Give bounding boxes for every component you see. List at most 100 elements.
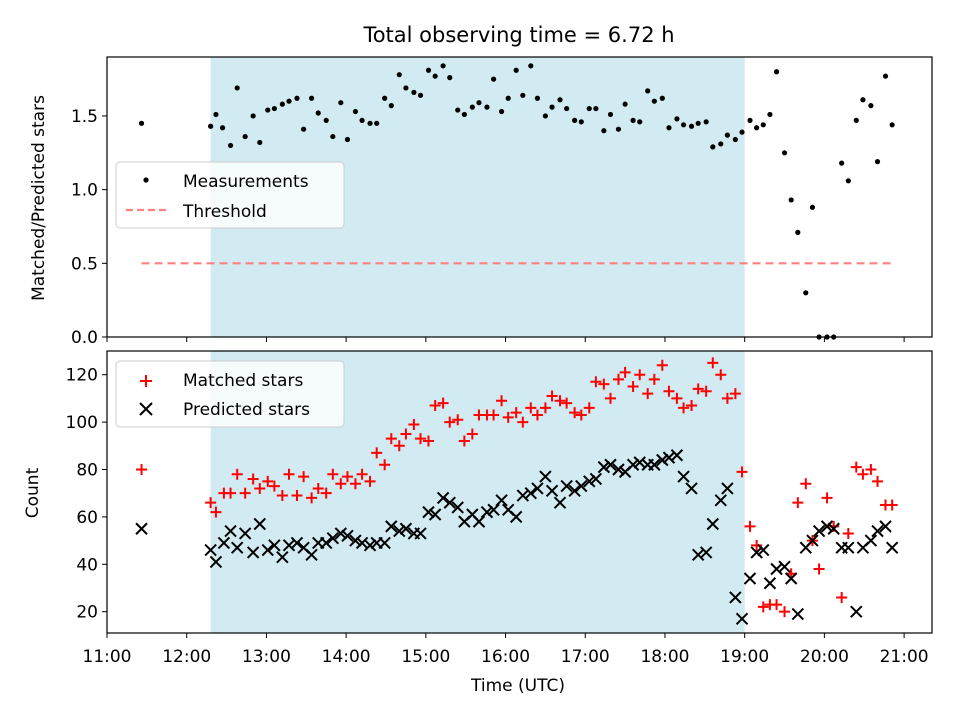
matched-star-point: [751, 539, 763, 551]
measurement-point: [607, 111, 614, 118]
predicted-star-point: [612, 463, 625, 476]
measurement-point: [874, 159, 881, 165]
predicted-star-point: [871, 524, 884, 538]
predicted-star-point: [385, 520, 398, 533]
measurement-point: [666, 125, 672, 131]
predicted-star-point: [750, 546, 763, 559]
bottom-x-tick-label: 16:00: [481, 647, 530, 667]
matched-star-point: [262, 475, 274, 487]
predicted-star-point: [451, 501, 464, 514]
predicted-star-point: [341, 529, 354, 543]
measurement-point: [271, 105, 277, 112]
measurement-point: [330, 133, 336, 140]
matched-star-point: [642, 388, 654, 400]
measurement-point: [760, 122, 766, 128]
matched-star-point: [634, 369, 646, 381]
top-y-tick-label: 1.5: [71, 107, 98, 127]
predicted-stars-points: [135, 449, 899, 625]
predicted-star-point: [885, 541, 899, 554]
measurement-point: [469, 104, 475, 110]
measurement-point: [308, 95, 315, 101]
matched-star-point: [320, 487, 332, 499]
measurement-point: [564, 105, 570, 112]
measurement-point: [352, 108, 359, 115]
predicted-star-point: [842, 541, 855, 554]
measurement-point: [803, 290, 809, 296]
measurement-point: [265, 107, 271, 113]
predicted-star-point: [784, 572, 798, 585]
matched-star-point: [136, 463, 148, 475]
predicted-star-point: [604, 458, 617, 471]
top-y-axis-label: Matched/Predicted stars: [29, 95, 49, 301]
measurement-point: [250, 113, 256, 119]
predicted-star-point: [575, 479, 588, 493]
matched-star-point: [648, 373, 660, 385]
top-measurement-points: [138, 63, 895, 340]
measurement-point: [645, 88, 651, 94]
bottom-x-tick-label: 18:00: [640, 647, 689, 667]
predicted-star-point: [253, 517, 266, 531]
predicted-star-point: [524, 486, 537, 500]
matched-star-point: [371, 447, 383, 459]
predicted-star-point: [238, 527, 252, 540]
matched-star-point: [539, 402, 551, 414]
bottom-x-tick-label: 19:00: [720, 647, 769, 667]
matched-star-point: [715, 369, 727, 381]
predicted-star-point: [721, 482, 734, 495]
measurement-point: [286, 98, 292, 104]
matched-star-point: [393, 440, 405, 452]
bottom-panel: 20 40 60 80 100 120 11:00 12:00 13:00 14:00 15:00…: [23, 350, 933, 696]
matched-star-point: [231, 468, 243, 480]
measurement-point: [219, 125, 226, 131]
top-y-tick-label: 1.0: [71, 181, 98, 201]
measurement-point: [739, 129, 745, 135]
measurement-point: [586, 105, 592, 112]
matched-star-point: [502, 411, 514, 423]
predicted-star-point: [531, 482, 544, 495]
bottom-x-tick-label: 17:00: [561, 647, 610, 667]
matched-star-point: [356, 468, 368, 480]
top-legend-box: [115, 161, 345, 229]
matched-star-point: [554, 395, 566, 407]
bottom-y-axis-label: Count: [23, 467, 43, 518]
matched-star-point: [842, 527, 854, 539]
predicted-star-point: [378, 536, 391, 550]
matched-star-point: [792, 497, 804, 509]
matched-star-point: [510, 407, 522, 419]
matched-star-point: [444, 416, 456, 428]
predicted-star-point: [204, 543, 217, 557]
bottom-y-tick-label: 80: [76, 460, 98, 480]
predicted-star-point: [662, 451, 676, 464]
matched-star-point: [836, 591, 848, 603]
predicted-star-point: [691, 548, 705, 562]
measurement-point: [724, 132, 731, 138]
measurement-point: [344, 136, 351, 143]
measurement-point: [234, 85, 240, 91]
bottom-x-tick-label: 20:00: [800, 647, 849, 667]
measurement-point: [637, 119, 643, 125]
matched-star-point: [415, 433, 427, 445]
predicted-star-point: [319, 536, 333, 550]
matched-star-point: [771, 599, 783, 611]
predicted-star-point: [428, 508, 442, 521]
measurement-point: [773, 69, 780, 75]
predicted-star-point: [334, 527, 348, 540]
matched-star-point: [312, 482, 324, 494]
matched-star-point: [575, 409, 587, 421]
matched-star-point: [598, 378, 610, 390]
predicted-star-point: [735, 612, 749, 625]
matched-star-point: [569, 407, 581, 419]
matched-star-point: [779, 606, 791, 618]
measurement-point: [476, 100, 482, 106]
predicted-star-point: [230, 541, 244, 554]
legend-matched-marker: [140, 375, 152, 387]
legend-measurements-marker: [143, 177, 149, 183]
measurement-point: [732, 136, 738, 143]
matched-star-point: [821, 492, 833, 504]
matched-star-point: [671, 392, 683, 404]
matched-star-point: [590, 376, 602, 388]
predicted-star-point: [850, 605, 863, 618]
measurement-point: [601, 128, 607, 134]
predicted-star-point: [648, 458, 661, 471]
predicted-star-point: [268, 539, 281, 552]
